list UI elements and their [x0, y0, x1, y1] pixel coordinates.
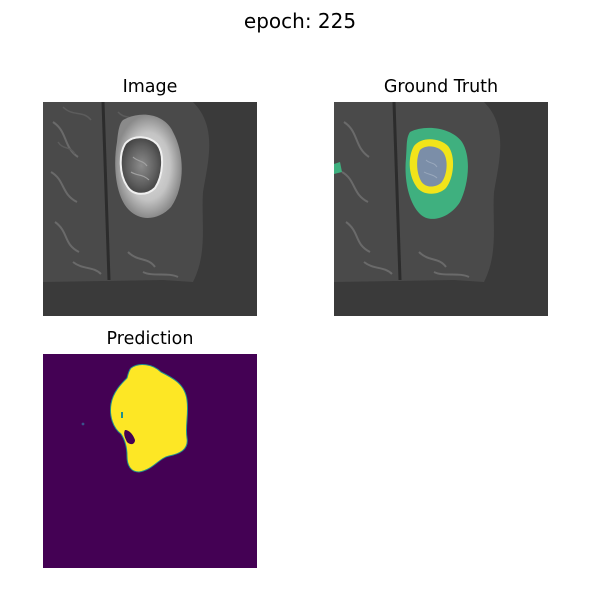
figure-title: epoch: 225 [243, 9, 357, 33]
necrotic-core [417, 146, 447, 187]
lesion-core [119, 136, 163, 195]
ground-truth-panel-title: Ground Truth [383, 77, 499, 97]
prediction-panel-title: Prediction [106, 329, 194, 349]
prediction-speck [81, 422, 85, 426]
prediction-hole [124, 430, 135, 445]
ground-truth-panel: Ground Truth [334, 77, 548, 316]
prediction-mask-image [43, 354, 257, 568]
ground-truth-overlay-image [334, 102, 548, 316]
predicted-tumor-mask [110, 364, 189, 473]
prediction-panel: Prediction [43, 329, 257, 568]
image-panel: Image [43, 77, 257, 316]
image-panel-title: Image [122, 77, 178, 97]
mri-slice-image [43, 102, 257, 316]
